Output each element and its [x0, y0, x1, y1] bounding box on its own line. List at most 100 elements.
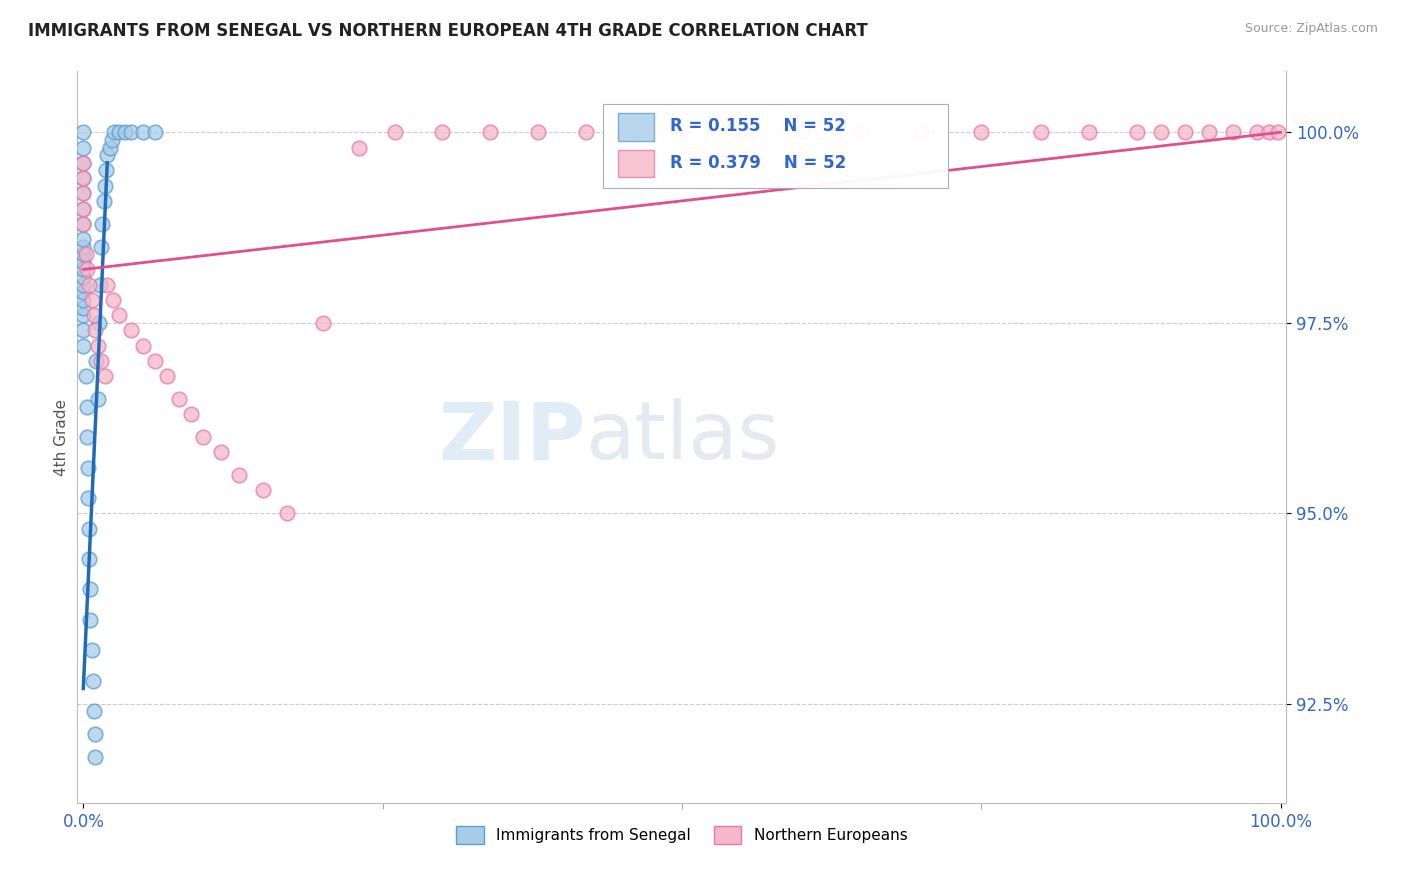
Text: Source: ZipAtlas.com: Source: ZipAtlas.com: [1244, 22, 1378, 36]
Point: [101, 133, 124, 147]
Point: [1126, 125, 1149, 139]
Point: [75, 369, 97, 384]
Point: [79, 552, 101, 566]
Point: [167, 392, 190, 406]
Point: [76, 400, 98, 414]
Point: [108, 125, 131, 139]
Point: [72, 339, 94, 353]
Point: [479, 125, 502, 139]
Point: [623, 125, 645, 139]
Point: [84, 727, 107, 741]
Point: [79, 522, 101, 536]
Point: [89, 277, 111, 292]
Point: [1174, 125, 1197, 139]
Point: [80, 643, 103, 657]
Point: [79, 277, 101, 292]
Point: [103, 293, 125, 307]
Point: [72, 323, 94, 337]
Point: [72, 186, 94, 201]
Point: [72, 308, 94, 322]
Point: [132, 339, 155, 353]
Point: [347, 140, 370, 154]
Point: [72, 239, 94, 253]
Point: [671, 125, 693, 139]
Point: [432, 125, 454, 139]
Point: [72, 171, 94, 186]
Point: [72, 202, 94, 216]
Point: [77, 460, 100, 475]
Point: [82, 673, 104, 688]
Point: [72, 155, 94, 169]
Point: [72, 262, 94, 277]
Point: [209, 445, 232, 459]
Point: [75, 247, 97, 261]
Point: [86, 339, 108, 353]
Point: [91, 217, 114, 231]
Point: [87, 316, 110, 330]
Point: [76, 430, 98, 444]
Point: [72, 270, 94, 285]
Point: [96, 148, 118, 162]
Point: [72, 285, 94, 300]
Point: [72, 255, 94, 269]
Point: [90, 354, 112, 368]
Point: [180, 407, 202, 421]
Point: [96, 277, 118, 292]
Bar: [617, 113, 654, 141]
Point: [731, 125, 754, 139]
Point: [1029, 125, 1052, 139]
Point: [72, 247, 94, 261]
Bar: [617, 150, 654, 178]
Text: atlas: atlas: [585, 398, 779, 476]
Point: [1267, 125, 1289, 139]
Point: [72, 171, 94, 186]
Text: R = 0.379    N = 52: R = 0.379 N = 52: [669, 153, 846, 172]
Y-axis label: 4th Grade: 4th Grade: [53, 399, 69, 475]
Point: [108, 308, 131, 322]
Text: ZIP: ZIP: [437, 398, 585, 476]
Point: [72, 186, 94, 201]
Point: [72, 140, 94, 154]
Point: [1150, 125, 1173, 139]
Point: [72, 232, 94, 246]
Point: [72, 293, 94, 307]
Point: [1257, 125, 1279, 139]
Point: [1198, 125, 1220, 139]
Point: [1222, 125, 1244, 139]
Point: [575, 125, 598, 139]
Point: [120, 323, 142, 337]
Point: [72, 301, 94, 315]
Point: [86, 354, 108, 368]
Point: [72, 217, 94, 231]
Point: [851, 125, 873, 139]
Point: [84, 750, 107, 764]
Point: [77, 491, 100, 505]
Point: [114, 125, 136, 139]
Point: [312, 316, 335, 330]
Point: [94, 178, 117, 193]
Point: [191, 430, 214, 444]
Text: R = 0.155    N = 52: R = 0.155 N = 52: [669, 117, 845, 136]
Point: [1078, 125, 1101, 139]
Point: [228, 468, 250, 483]
Point: [790, 125, 813, 139]
Point: [72, 125, 94, 139]
Point: [76, 262, 98, 277]
Point: [252, 483, 274, 498]
Point: [143, 354, 166, 368]
Point: [132, 125, 155, 139]
Point: [1246, 125, 1268, 139]
Legend: Immigrants from Senegal, Northern Europeans: Immigrants from Senegal, Northern Europe…: [450, 820, 914, 850]
Point: [86, 392, 108, 406]
Point: [276, 506, 298, 520]
Point: [93, 194, 115, 208]
Point: [79, 582, 101, 597]
Point: [83, 704, 105, 718]
Point: [79, 613, 101, 627]
Point: [80, 293, 103, 307]
Point: [72, 277, 94, 292]
Text: IMMIGRANTS FROM SENEGAL VS NORTHERN EUROPEAN 4TH GRADE CORRELATION CHART: IMMIGRANTS FROM SENEGAL VS NORTHERN EURO…: [28, 22, 868, 40]
Point: [120, 125, 142, 139]
Point: [384, 125, 406, 139]
Point: [970, 125, 993, 139]
